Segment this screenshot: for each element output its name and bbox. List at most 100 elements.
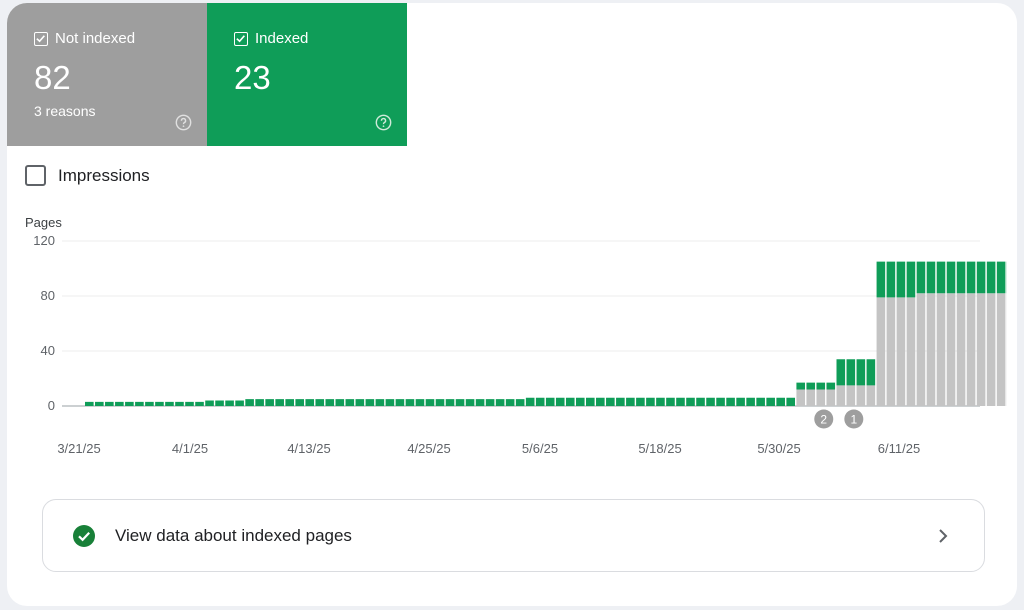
bar-indexed xyxy=(776,397,785,406)
impressions-toggle[interactable]: Impressions xyxy=(25,165,150,186)
bar-indexed xyxy=(165,401,174,406)
bar-not-indexed xyxy=(836,385,846,406)
bar-indexed xyxy=(846,359,856,386)
bar-indexed xyxy=(545,397,555,406)
bar-indexed xyxy=(175,401,184,406)
bar-not-indexed xyxy=(886,297,896,406)
chevron-right-icon[interactable] xyxy=(936,526,950,546)
impressions-checkbox[interactable] xyxy=(25,165,46,186)
bar-indexed xyxy=(525,397,535,406)
bar-indexed xyxy=(636,397,645,406)
bar-indexed xyxy=(926,261,936,294)
bar-indexed xyxy=(145,401,154,406)
bar-indexed xyxy=(355,399,365,406)
indexed-count: 23 xyxy=(234,59,271,96)
bar-indexed xyxy=(205,400,214,406)
not-indexed-checkbox[interactable] xyxy=(34,31,48,46)
view-indexed-pages-text: View data about indexed pages xyxy=(115,526,352,545)
bar-indexed xyxy=(646,397,655,406)
bar-indexed xyxy=(836,359,846,386)
help-circle-icon[interactable] xyxy=(175,114,192,131)
bar-indexed xyxy=(886,261,896,298)
bar-indexed xyxy=(726,397,735,406)
bar-indexed xyxy=(455,399,465,406)
view-indexed-pages-row[interactable]: View data about indexed pages xyxy=(42,499,985,572)
x-tick-label: 5/30/25 xyxy=(757,441,800,456)
bar-indexed xyxy=(115,401,124,406)
bar-indexed xyxy=(626,397,635,406)
bar-not-indexed xyxy=(976,293,986,406)
x-tick-label: 5/6/25 xyxy=(522,441,558,456)
bar-indexed xyxy=(215,400,224,406)
bar-indexed xyxy=(385,399,395,406)
bar-indexed xyxy=(896,261,906,298)
not-indexed-count: 82 xyxy=(34,59,71,96)
x-tick-label: 4/1/25 xyxy=(172,441,208,456)
indexed-checkbox[interactable] xyxy=(234,31,248,46)
bar-indexed xyxy=(575,397,585,406)
annotation-marker xyxy=(844,409,864,429)
x-tick-label: 5/18/25 xyxy=(638,441,681,456)
y-tick-label: 80 xyxy=(41,288,55,303)
bar-not-indexed xyxy=(846,385,856,406)
not-indexed-label: Not indexed xyxy=(55,30,136,47)
checkmark-icon xyxy=(236,34,245,42)
bar-not-indexed xyxy=(796,389,806,406)
not-indexed-reasons: 3 reasons xyxy=(34,103,96,119)
bar-indexed xyxy=(916,261,926,294)
bar-indexed xyxy=(95,401,104,406)
bar-not-indexed xyxy=(896,297,906,406)
indexed-label: Indexed xyxy=(255,30,309,47)
y-tick-label: 0 xyxy=(48,398,55,413)
help-circle-icon[interactable] xyxy=(375,114,392,131)
checkmark-icon xyxy=(36,34,45,42)
bar-indexed xyxy=(305,399,315,406)
bar-not-indexed xyxy=(956,293,966,406)
not-indexed-tile[interactable]: Not indexed 82 3 reasons xyxy=(7,3,207,146)
bar-not-indexed xyxy=(806,389,816,406)
bar-indexed xyxy=(435,399,445,406)
bar-indexed xyxy=(195,401,204,406)
bar-indexed xyxy=(956,261,966,294)
bar-not-indexed xyxy=(966,293,976,406)
bar-not-indexed xyxy=(926,293,936,406)
bar-indexed xyxy=(565,397,575,406)
bar-indexed xyxy=(245,399,254,406)
bar-not-indexed xyxy=(816,389,826,406)
indexed-tile[interactable]: Indexed 23 xyxy=(207,3,407,146)
bar-indexed xyxy=(335,399,345,406)
bar-not-indexed xyxy=(856,385,866,406)
x-tick-label: 4/25/25 xyxy=(407,441,450,456)
bar-indexed xyxy=(135,401,144,406)
bar-indexed xyxy=(445,399,455,406)
bar-indexed xyxy=(485,399,495,406)
bar-indexed xyxy=(155,401,164,406)
x-tick-label: 3/21/25 xyxy=(57,441,100,456)
annotation-marker xyxy=(814,409,834,429)
bar-indexed xyxy=(746,397,755,406)
bar-indexed xyxy=(405,399,415,406)
bar-indexed xyxy=(946,261,956,294)
bar-indexed xyxy=(606,397,615,406)
bar-not-indexed xyxy=(826,389,836,406)
bar-indexed xyxy=(505,399,515,406)
bar-indexed xyxy=(275,399,284,406)
bar-indexed xyxy=(656,397,665,406)
indexed-header: Indexed xyxy=(234,30,308,47)
bar-indexed xyxy=(265,399,274,406)
bar-indexed xyxy=(806,382,816,390)
bar-indexed xyxy=(85,401,94,406)
not-indexed-header: Not indexed xyxy=(34,30,135,47)
check-circle-icon xyxy=(73,525,95,547)
bar-indexed xyxy=(966,261,976,294)
bar-not-indexed xyxy=(916,293,926,406)
bar-indexed xyxy=(976,261,986,294)
bar-not-indexed xyxy=(936,293,946,406)
bar-indexed xyxy=(936,261,946,294)
bar-indexed xyxy=(395,399,405,406)
bar-indexed xyxy=(826,382,836,390)
bar-not-indexed xyxy=(946,293,956,406)
pages-chart: Pages 0 40 80 120 2 1 3/21/25 4/1/25 4/13/25 4/25/… xyxy=(25,215,1007,456)
bar-not-indexed xyxy=(906,297,916,406)
bar-indexed xyxy=(766,397,775,406)
